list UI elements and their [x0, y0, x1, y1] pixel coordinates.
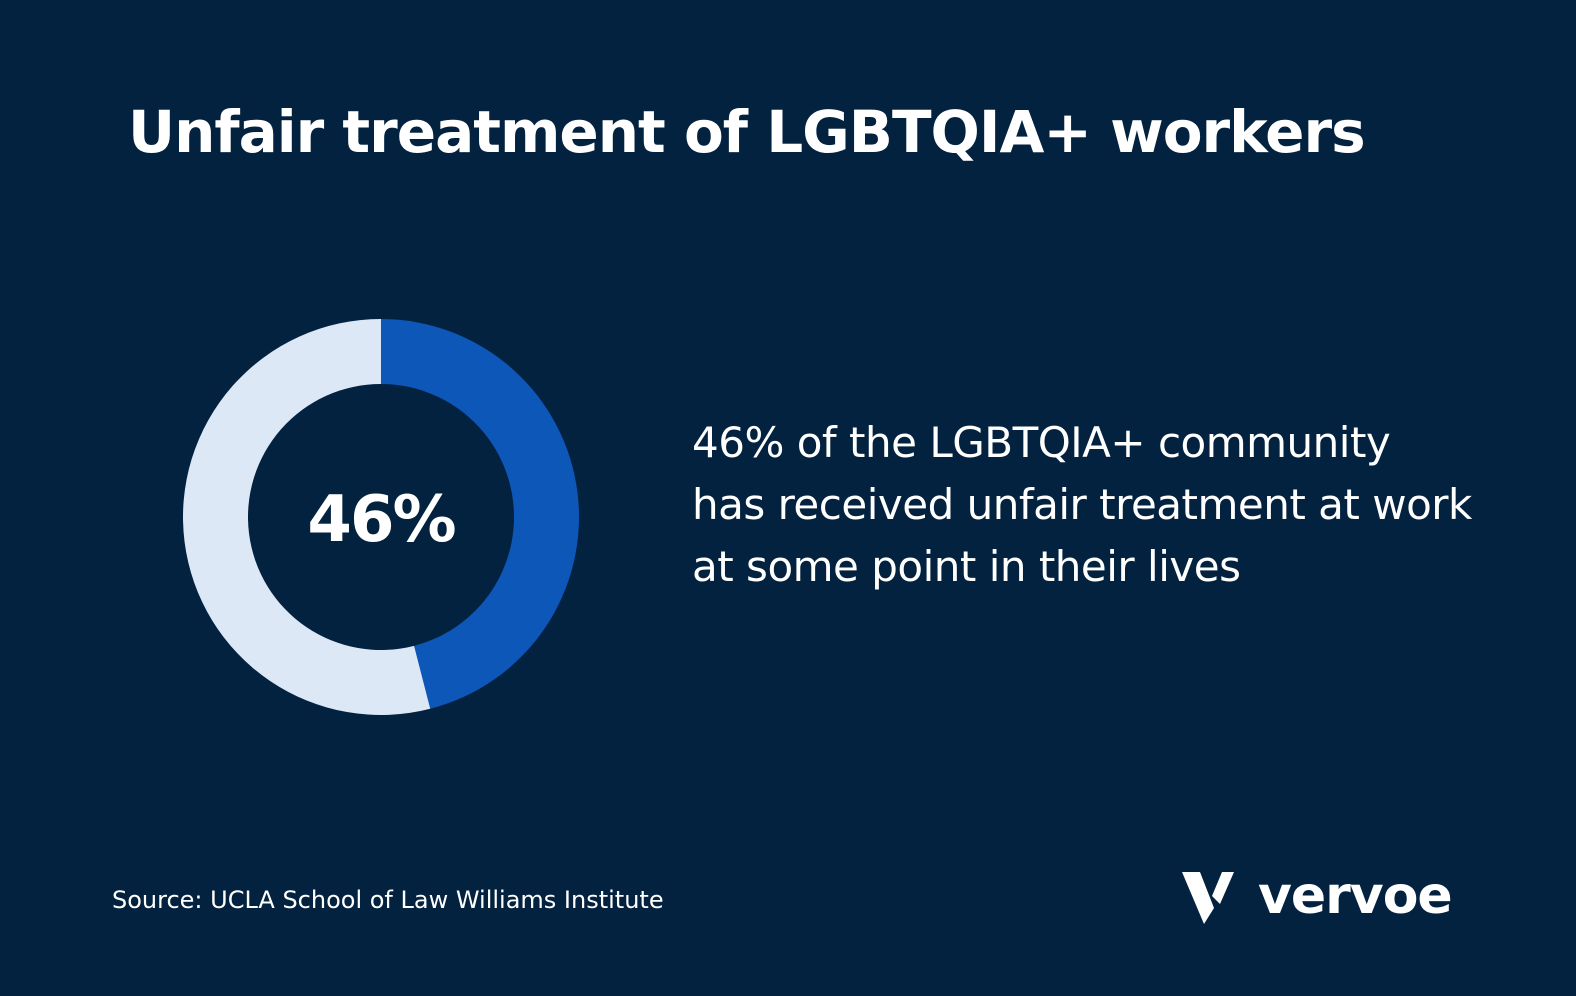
logo-text: vervoe [1258, 866, 1453, 926]
center-value-label: 46% [307, 483, 455, 557]
logo-mark-right [1212, 872, 1234, 904]
logo: vervoe [1182, 866, 1472, 930]
chart: 46% [182, 319, 579, 716]
description: 46% of the LGBTQIA+ community has receiv… [692, 418, 1472, 591]
donut-segment [182, 319, 431, 716]
logo-mark [1182, 872, 1234, 924]
logo-mark-left [1182, 872, 1214, 924]
donut-segment [381, 319, 579, 709]
source-note: Source: UCLA School of Law Williams Inst… [112, 886, 664, 914]
chart-title: Unfair treatment of LGBTQIA+ workers [128, 98, 1366, 166]
